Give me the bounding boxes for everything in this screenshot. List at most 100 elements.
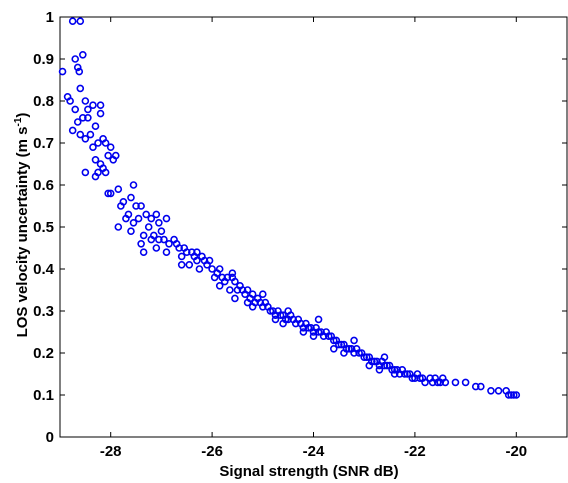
data-point: [104, 151, 112, 160]
data-point: [162, 248, 171, 256]
data-point: [86, 130, 95, 139]
data-point: [504, 391, 513, 399]
data-point: [390, 365, 399, 374]
data-point: [380, 361, 389, 370]
y-tick-label: 0.1: [33, 387, 54, 404]
data-point: [355, 349, 363, 357]
data-point: [271, 315, 280, 324]
data-point: [160, 235, 168, 244]
data-point: [266, 307, 275, 315]
y-tick-label: 0.9: [33, 51, 54, 68]
data-point: [89, 143, 97, 151]
data-point: [477, 382, 485, 391]
data-point: [137, 202, 145, 210]
data-point: [329, 344, 338, 353]
data-point: [243, 298, 252, 307]
data-point: [139, 231, 148, 240]
data-point: [185, 260, 194, 269]
y-tick-label: 1: [46, 9, 54, 26]
data-point: [134, 214, 143, 223]
data-point: [494, 386, 503, 395]
data-point: [68, 17, 77, 26]
data-point: [403, 370, 412, 378]
data-point: [248, 290, 257, 299]
data-point: [137, 240, 145, 248]
data-point: [175, 244, 183, 252]
x-tick-label: -26: [201, 443, 223, 460]
x-axis-ticks: -28 -26 -24 -22 -20: [100, 17, 527, 460]
data-point: [162, 214, 171, 223]
x-tick-label: -22: [404, 443, 426, 460]
data-point: [324, 332, 333, 341]
data-point: [106, 143, 115, 151]
data-point: [58, 67, 67, 76]
data-point: [79, 114, 87, 122]
data-point: [155, 219, 163, 227]
data-point: [152, 244, 161, 252]
data-point: [509, 391, 518, 399]
y-axis-label-superscript: -1: [13, 117, 24, 126]
data-point: [129, 219, 138, 227]
data-point: [122, 214, 130, 223]
data-point: [142, 210, 150, 219]
data-point: [71, 105, 80, 114]
data-point: [314, 315, 323, 324]
y-axis-ticks: 0 0.1 0.2 0.3 0.4 0.5 0.6 0.7 0.8 0.9 1: [33, 9, 567, 446]
y-tick-label: 0.7: [33, 135, 54, 152]
data-point: [421, 378, 429, 387]
data-point: [416, 374, 424, 383]
data-point: [335, 340, 343, 349]
data-point: [79, 50, 87, 59]
y-axis-label: LOS velocity uncertainty (m s-1): [13, 113, 31, 338]
data-point: [73, 118, 82, 126]
data-point: [433, 378, 442, 387]
x-tick-label: -20: [505, 443, 527, 460]
y-tick-label: 0.3: [33, 303, 54, 320]
data-point: [104, 189, 112, 198]
data-point: [147, 235, 156, 244]
data-point: [314, 328, 323, 336]
data-point: [81, 97, 90, 105]
x-tick-label: -28: [100, 443, 122, 460]
data-point: [101, 168, 110, 177]
data-point: [487, 386, 495, 395]
data-point: [365, 361, 374, 370]
data-point: [177, 252, 186, 261]
data-point: [248, 302, 257, 311]
data-point: [127, 193, 135, 202]
data-point: [362, 353, 371, 362]
data-point: [226, 286, 234, 294]
data-point: [512, 391, 521, 399]
data-point: [96, 101, 105, 109]
data-point: [380, 353, 389, 362]
data-point: [408, 374, 417, 383]
data-point: [152, 210, 161, 219]
data-point: [329, 336, 338, 345]
y-tick-label: 0.2: [33, 345, 54, 362]
data-point: [231, 277, 239, 286]
data-point: [309, 332, 318, 341]
data-point: [279, 319, 287, 328]
data-point: [370, 357, 379, 366]
data-point: [129, 181, 138, 189]
data-point: [91, 122, 100, 130]
data-point: [350, 336, 358, 345]
data-point: [215, 265, 224, 273]
data-point: [96, 109, 105, 118]
data-point: [84, 105, 92, 114]
plot-area: [59, 16, 568, 438]
data-point: [223, 273, 232, 282]
data-point: [205, 256, 214, 265]
data-point: [89, 101, 97, 109]
data-point: [215, 281, 224, 290]
data-point: [208, 265, 216, 273]
y-tick-label: 0.4: [33, 261, 55, 278]
data-point: [94, 139, 102, 147]
data-point: [390, 370, 399, 378]
data-point: [233, 286, 242, 294]
data-point: [101, 139, 110, 147]
y-tick-label: 0.8: [33, 93, 54, 110]
data-point: [81, 168, 90, 177]
data-point: [258, 290, 267, 299]
